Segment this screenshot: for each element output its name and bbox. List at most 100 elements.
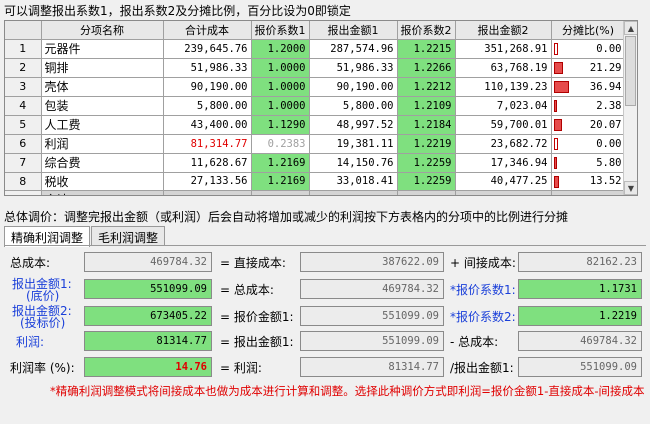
cell-amt2: 63,768.19 <box>455 58 552 78</box>
cell-cost: 11,628.67 <box>163 153 252 173</box>
cell-coef2[interactable]: 1.2259 <box>397 172 456 191</box>
table-row[interactable]: 7 综合费 11,628.67 1.2169 14,150.76 1.2259 17,346… <box>5 153 626 173</box>
total-cost2-field: 469784.32 <box>300 279 444 299</box>
table-row[interactable]: 8 税收 27,133.56 1.2169 33,018.41 1.2259 40,477.… <box>5 172 626 191</box>
cell-cost: 239,645.76 <box>163 39 252 59</box>
amt1-input[interactable]: 551099.09 <box>84 279 212 299</box>
coef2-input[interactable]: 1.2219 <box>518 306 642 326</box>
cell-pct[interactable]: 21.29 <box>551 58 626 78</box>
cell-coef1[interactable]: 1.0000 <box>251 96 310 116</box>
cell-coef2[interactable]: 1.2212 <box>397 77 456 97</box>
cell-coef2[interactable]: 1.2266 <box>397 58 456 78</box>
table-row[interactable]: 5 人工费 43,400.00 1.1290 48,997.52 1.2184 59,700… <box>5 115 626 135</box>
pct-value: 5.80 <box>596 156 622 169</box>
sum-cell <box>551 190 626 195</box>
grid-header-row: 分项名称 合计成本 报价系数1 报出金额1 报价系数2 报出金额2 分摊比(%) <box>5 21 626 40</box>
sum-label: 合计: <box>41 190 164 195</box>
scroll-thumb[interactable] <box>625 36 636 106</box>
total-cost3-field: 469784.32 <box>518 331 642 351</box>
cell-name: 综合费 <box>41 153 164 173</box>
indirect-cost-field: 82162.23 <box>518 252 642 272</box>
sum-row: 20合计: <box>5 190 626 195</box>
table-row[interactable]: 1 元器件 239,645.76 1.2000 287,574.96 1.2215 351,… <box>5 39 626 59</box>
scroll-up-icon[interactable]: ▲ <box>624 21 637 35</box>
cell-pct[interactable]: 5.80 <box>551 153 626 173</box>
cell-coef2[interactable]: 1.2109 <box>397 96 456 116</box>
exact-mode-note: *精确利润调整模式将间接成本也做为成本进行计算和调整。选择此种调价方式即利润=报… <box>50 384 645 398</box>
total-cost-label: 总成本: <box>10 256 51 270</box>
pct-bar <box>553 175 559 188</box>
cell-name: 税收 <box>41 172 164 191</box>
cell-cost: 5,800.00 <box>163 96 252 116</box>
cell-pct[interactable]: 20.07 <box>551 115 626 135</box>
cell-coef2[interactable]: 1.2184 <box>397 115 456 135</box>
cell-coef1[interactable]: 1.2169 <box>251 172 310 191</box>
cell-cost: 51,986.33 <box>163 58 252 78</box>
coef1-label: *报价系数1: <box>450 283 516 297</box>
cell-pct[interactable]: 13.52 <box>551 172 626 191</box>
tab-exact-profit[interactable]: 精确利润调整 <box>4 226 91 247</box>
cell-amt2: 59,700.01 <box>455 115 552 135</box>
profit-input[interactable]: 81314.77 <box>84 331 212 351</box>
row-index[interactable]: 5 <box>5 115 42 135</box>
row-index[interactable]: 7 <box>5 153 42 173</box>
header-amt1[interactable]: 报出金额1 <box>309 21 398 40</box>
header-pct[interactable]: 分摊比(%) <box>551 21 626 40</box>
header-coef2[interactable]: 报价系数2 <box>397 21 456 40</box>
row-index[interactable]: 6 <box>5 134 42 154</box>
grid-vscroll[interactable]: ▲ ▼ <box>623 21 637 195</box>
cost-grid[interactable]: 分项名称 合计成本 报价系数1 报出金额1 报价系数2 报出金额2 分摊比(%)… <box>4 20 638 196</box>
cell-name: 铜排 <box>41 58 164 78</box>
rate-label: 利润率 (%): <box>10 361 75 375</box>
table-row[interactable]: 2 铜排 51,986.33 1.0000 51,986.33 1.2266 63,768.… <box>5 58 626 78</box>
cell-coef2[interactable]: 1.2215 <box>397 39 456 59</box>
cell-amt2: 7,023.04 <box>455 96 552 116</box>
amt1-sub-label: (底价) <box>26 289 60 303</box>
tab-gross-profit[interactable]: 毛利润调整 <box>91 226 166 246</box>
pct-bar <box>553 42 558 55</box>
sum-cell <box>309 190 398 195</box>
row-index[interactable]: 4 <box>5 96 42 116</box>
cell-cost: 90,190.00 <box>163 77 252 97</box>
cell-pct[interactable]: 0.00 <box>551 39 626 59</box>
cell-coef2[interactable]: 1.2219 <box>397 134 456 154</box>
header-name[interactable]: 分项名称 <box>41 21 164 40</box>
cell-name: 利润 <box>41 134 164 154</box>
header-coef1[interactable]: 报价系数1 <box>251 21 310 40</box>
pct-value: 20.07 <box>589 118 622 131</box>
table-row[interactable]: 6 利润 81,314.77 0.2383 19,381.11 1.2219 23,682.… <box>5 134 626 154</box>
rate-input[interactable]: 14.76 <box>84 357 212 377</box>
row-index[interactable]: 1 <box>5 39 42 59</box>
header-amt2[interactable]: 报出金额2 <box>455 21 552 40</box>
scroll-down-icon[interactable]: ▼ <box>624 181 637 195</box>
pct-value: 21.29 <box>589 61 622 74</box>
cell-pct[interactable]: 2.38 <box>551 96 626 116</box>
row-index[interactable]: 2 <box>5 58 42 78</box>
row-index[interactable]: 8 <box>5 172 42 191</box>
cell-name: 壳体 <box>41 77 164 97</box>
table-row[interactable]: 4 包装 5,800.00 1.0000 5,800.00 1.2109 7,023.04 2… <box>5 96 626 116</box>
cell-amt2: 40,477.25 <box>455 172 552 191</box>
cell-coef1[interactable]: 1.0000 <box>251 77 310 97</box>
cell-coef2[interactable]: 1.2259 <box>397 153 456 173</box>
amt2-input[interactable]: 673405.22 <box>84 306 212 326</box>
cell-coef1[interactable]: 1.2169 <box>251 153 310 173</box>
pct-bar <box>553 99 557 112</box>
cell-amt2: 17,346.94 <box>455 153 552 173</box>
sum-cell <box>251 190 310 195</box>
cell-coef1[interactable]: 0.2383 <box>251 134 310 154</box>
cell-coef1[interactable]: 1.1290 <box>251 115 310 135</box>
table-row[interactable]: 3 壳体 90,190.00 1.0000 90,190.00 1.2212 110,139… <box>5 77 626 97</box>
minus-total-label: - 总成本: <box>450 335 499 349</box>
cell-pct[interactable]: 0.00 <box>551 134 626 154</box>
pct-value: 0.00 <box>596 42 622 55</box>
cell-coef1[interactable]: 1.0000 <box>251 58 310 78</box>
cell-pct[interactable]: 36.94 <box>551 77 626 97</box>
header-cost[interactable]: 合计成本 <box>163 21 252 40</box>
cell-coef1[interactable]: 1.2000 <box>251 39 310 59</box>
coef1-input[interactable]: 1.1731 <box>518 279 642 299</box>
cell-cost: 43,400.00 <box>163 115 252 135</box>
row-index[interactable]: 3 <box>5 77 42 97</box>
total-cost-field: 469784.32 <box>84 252 212 272</box>
profit2-field: 81314.77 <box>300 357 444 377</box>
